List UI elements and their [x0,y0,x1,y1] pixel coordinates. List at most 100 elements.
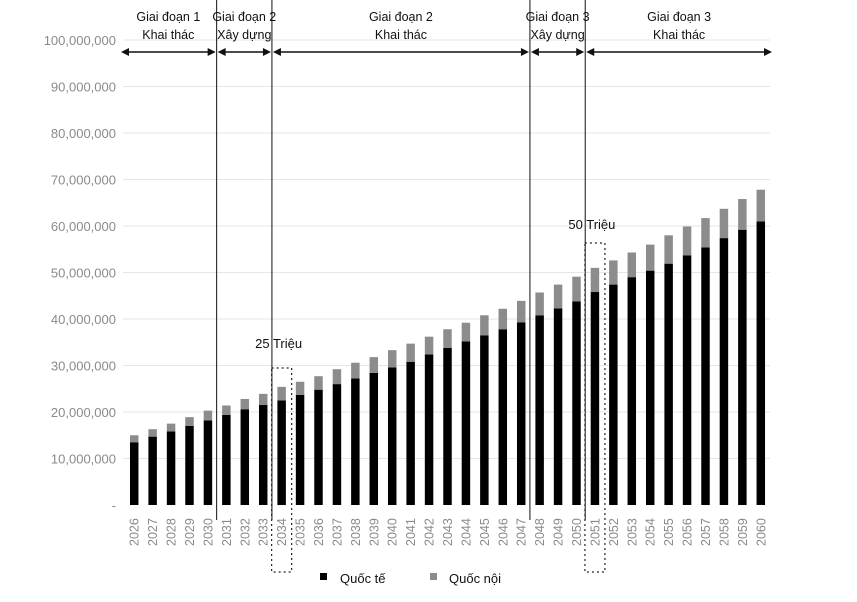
bar-quoc-noi-2052 [609,260,618,285]
bar-quoc-noi-2045 [480,315,489,336]
arrow-head [207,48,216,56]
x-tick-label: 2033 [257,518,271,546]
bar-quoc-te-2032 [240,409,250,505]
x-tick-label: 2054 [644,518,658,546]
bar-quoc-noi-2057 [701,218,710,248]
x-tick-label: 2037 [330,518,344,546]
bar-quoc-noi-2029 [185,417,194,426]
bar-quoc-noi-2037 [332,369,342,385]
x-tick-label: 2055 [662,518,676,546]
x-tick-label: 2028 [165,518,179,546]
y-tick-label: 50,000,000 [51,266,116,281]
x-tick-label: 2038 [349,518,363,546]
x-tick-label: 2035 [294,518,308,546]
bar-quoc-noi-2039 [369,357,379,373]
bars [129,189,766,506]
bar-quoc-te-2034 [277,400,286,506]
x-tick-label: 2058 [717,518,731,546]
x-tick-label: 2026 [128,518,142,546]
bar-quoc-te-2035 [295,394,305,505]
bar-quoc-noi-2054 [645,244,655,271]
bar-quoc-noi-2047 [516,300,526,323]
bar-quoc-te-2050 [572,301,581,505]
bar-quoc-te-2028 [166,431,176,505]
bar-quoc-te-2055 [664,263,673,505]
x-tick-label: 2046 [496,518,510,546]
arrow-head [576,48,585,56]
arrow-head [217,48,226,56]
x-tick-label: 2034 [275,518,289,546]
bar-quoc-noi-2059 [738,199,747,230]
bar-quoc-te-2030 [203,420,213,505]
arrow-head [262,48,271,56]
y-tick-label: 80,000,000 [51,126,116,141]
legend-label-quoc-te: Quốc tế [340,571,386,586]
x-tick-label: 2040 [386,518,400,546]
bar-quoc-te-2048 [535,315,544,505]
x-tick-label: 2056 [681,518,695,546]
bar-quoc-te-2041 [406,361,415,505]
phase-subtitle: Khai thác [375,28,427,42]
legend-swatch-quoc-te [320,573,327,580]
bar-quoc-noi-2030 [203,410,213,421]
x-tick-label: 2045 [478,518,492,546]
bar-quoc-noi-2027 [148,429,157,437]
arrow-head [272,48,281,56]
x-tick-label: 2059 [736,518,750,546]
bar-quoc-te-2059 [738,229,747,505]
bar-quoc-te-2053 [627,277,637,505]
x-tick-label: 2060 [754,518,768,546]
bar-quoc-te-2060 [756,221,766,505]
bar-quoc-noi-2046 [498,308,508,330]
phase-title: Giai đoạn 2 [369,10,433,24]
legend-label-quoc-noi: Quốc nội [449,571,501,586]
bar-quoc-noi-2055 [664,235,673,264]
bar-quoc-te-2052 [609,284,618,505]
bar-quoc-noi-2058 [719,208,729,239]
x-tick-label: 2052 [607,518,621,546]
y-tick-label: 10,000,000 [51,452,116,467]
bar-quoc-te-2038 [351,378,360,505]
x-tick-label: 2036 [312,518,326,546]
phase-subtitle: Xây dựng [530,28,584,42]
bar-quoc-noi-2028 [166,423,176,432]
phase-subtitle: Xây dựng [217,28,271,42]
bar-quoc-noi-2042 [424,336,434,355]
x-tick-label: 2044 [459,518,473,546]
bar-quoc-te-2033 [258,405,268,505]
arrow-head [121,48,129,56]
bar-quoc-noi-2032 [240,398,250,410]
bar-quoc-te-2044 [461,341,471,505]
annotation-label: 25 Triệu [255,336,302,351]
bar-quoc-te-2045 [480,335,489,505]
x-tick-label: 2050 [570,518,584,546]
bar-quoc-te-2047 [516,322,526,505]
bar-quoc-te-2057 [701,247,710,505]
bar-quoc-te-2026 [129,442,139,505]
y-tick-label: 40,000,000 [51,312,116,327]
bar-quoc-noi-2060 [756,189,766,222]
x-tick-label: 2047 [515,518,529,546]
phase-subtitle: Khai thác [142,28,194,42]
annotation-box [271,367,293,573]
phase-title: Giai đoạn 2 [212,10,276,24]
bar-quoc-te-2029 [185,425,194,505]
bar-quoc-noi-2050 [572,276,581,302]
bar-quoc-te-2027 [148,436,157,505]
phase-title: Giai đoạn 3 [647,10,711,24]
bar-quoc-te-2054 [645,270,655,505]
y-tick-label: 30,000,000 [51,359,116,374]
bar-quoc-noi-2035 [295,381,305,395]
y-tick-label: 100,000,000 [44,33,116,48]
x-tick-label: 2039 [367,518,381,546]
bar-quoc-noi-2038 [351,362,360,379]
bar-quoc-te-2049 [553,308,563,505]
x-axis-ticks: 2026 2027 2028 2029 2030 2031 2032 2033 2034 2035… [128,518,769,546]
arrow-head [764,48,772,56]
x-tick-label: 2057 [699,518,713,546]
arrow-head [530,48,539,56]
bar-quoc-te-2051 [590,292,600,505]
annotation-box [584,242,606,573]
x-tick-label: 2030 [201,518,215,546]
